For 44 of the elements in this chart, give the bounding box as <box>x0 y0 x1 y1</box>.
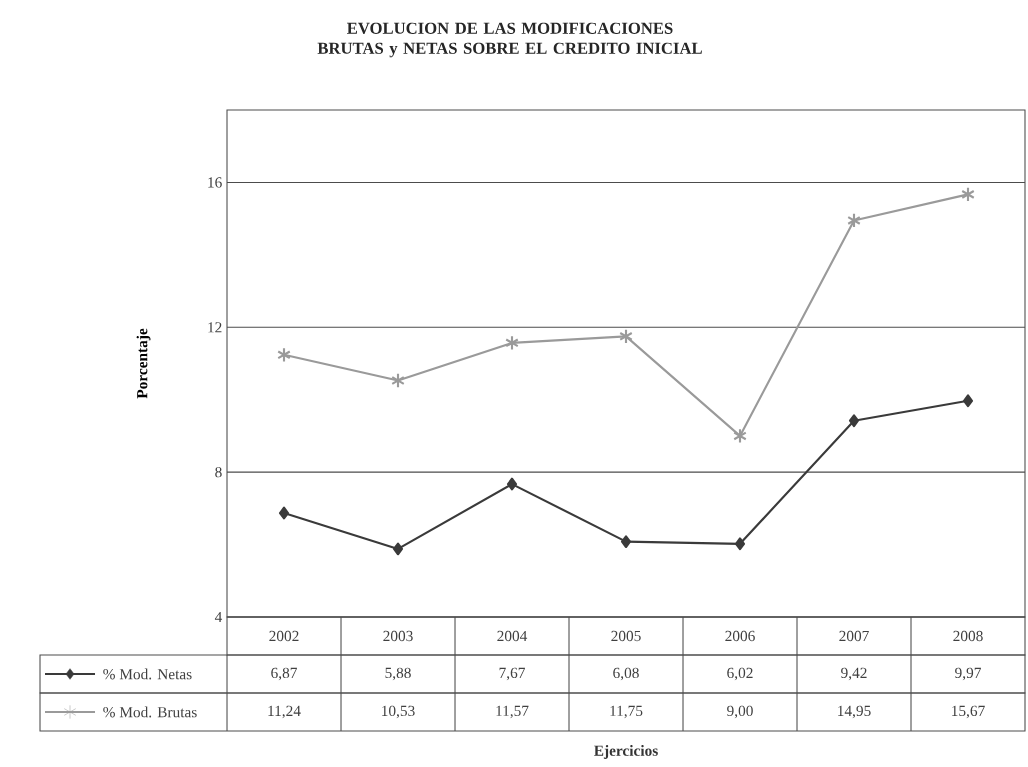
point <box>620 535 632 549</box>
y-tick-label: 16 <box>208 177 222 188</box>
point <box>506 477 518 491</box>
data-label: 11,24 <box>268 705 301 719</box>
data-label: 5,88 <box>385 667 411 681</box>
point <box>505 335 519 351</box>
data-label: 11,57 <box>496 705 529 719</box>
point <box>847 212 861 229</box>
x-tick-label: 2005 <box>611 630 641 642</box>
x-tick-label: 2008 <box>953 630 983 642</box>
point <box>961 186 975 203</box>
data-label: 11,75 <box>610 705 643 719</box>
x-tick-label: 2002 <box>269 630 299 642</box>
x-tick-label: 2004 <box>497 630 528 642</box>
data-label: 9,42 <box>841 667 867 681</box>
point <box>391 372 405 389</box>
point <box>278 506 290 520</box>
point <box>392 542 404 556</box>
data-label: 6,08 <box>613 667 639 681</box>
y-tick-label: 12 <box>208 322 222 333</box>
x-tick-label: 2003 <box>383 630 413 642</box>
chart-title: EVOLUCION DE LAS MODIFICACIONES BRUTAS y NETAS SOBRE EL CREDITO INICIAL <box>317 22 702 58</box>
y-tick-label: 4 <box>214 611 223 623</box>
y-tick-label: 8 <box>215 466 222 478</box>
point <box>277 347 291 363</box>
data-label: 10,53 <box>382 705 415 719</box>
legend-label: % Mod. Netas <box>103 668 192 680</box>
data-label: 14,95 <box>838 705 871 719</box>
point <box>848 414 860 428</box>
text: Ejercicios <box>594 745 658 759</box>
x-tick-label: 2007 <box>839 630 869 642</box>
x-tick-label: 2006 <box>725 630 755 642</box>
data-label: 9,00 <box>727 705 753 719</box>
data-label: 6,87 <box>271 667 297 681</box>
data-label: 6,02 <box>727 667 753 681</box>
data-label: 9,97 <box>955 667 981 681</box>
data-label: 7,67 <box>499 667 525 681</box>
legend-label: % Mod. Brutas <box>103 706 197 718</box>
point <box>733 428 747 444</box>
point <box>619 328 633 345</box>
data-label: 15,67 <box>952 705 985 719</box>
point <box>962 394 974 408</box>
y-axis-title: Porcentaje <box>136 328 151 399</box>
point <box>734 537 746 551</box>
